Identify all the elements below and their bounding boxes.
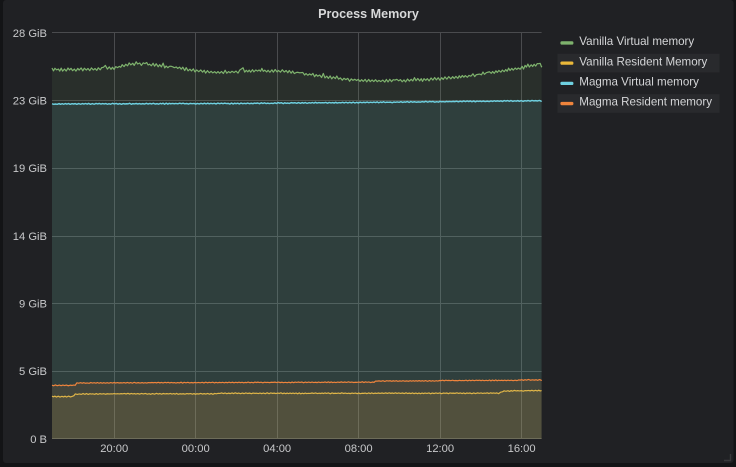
svg-text:0 B: 0 B xyxy=(30,434,47,446)
svg-text:19 GiB: 19 GiB xyxy=(13,163,47,175)
svg-text:00:00: 00:00 xyxy=(182,443,210,455)
svg-text:Vanilla Virtual memory: Vanilla Virtual memory xyxy=(579,35,694,48)
svg-text:20:00: 20:00 xyxy=(100,443,128,455)
svg-text:Process Memory: Process Memory xyxy=(318,7,419,21)
svg-text:Magma Resident memory: Magma Resident memory xyxy=(579,96,712,109)
svg-text:04:00: 04:00 xyxy=(263,443,291,455)
svg-text:Magma Virtual memory: Magma Virtual memory xyxy=(579,76,699,89)
svg-text:5 GiB: 5 GiB xyxy=(19,366,47,378)
svg-text:08:00: 08:00 xyxy=(345,443,373,455)
svg-text:16:00: 16:00 xyxy=(508,443,536,455)
svg-text:14 GiB: 14 GiB xyxy=(13,231,47,243)
svg-text:9 GiB: 9 GiB xyxy=(19,298,47,310)
svg-text:23 GiB: 23 GiB xyxy=(13,95,47,107)
svg-text:Vanilla Resident Memory: Vanilla Resident Memory xyxy=(579,55,707,68)
svg-text:12:00: 12:00 xyxy=(426,443,454,455)
svg-text:28 GiB: 28 GiB xyxy=(13,28,47,40)
